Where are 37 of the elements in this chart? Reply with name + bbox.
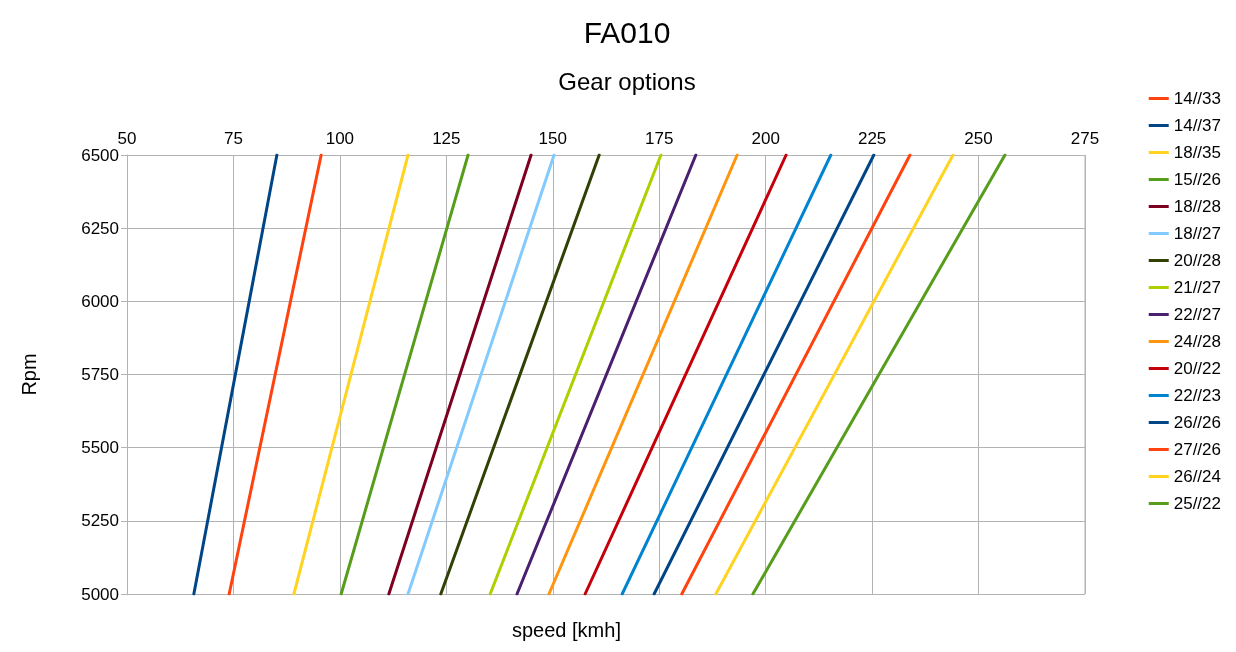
legend-label: 26//24 (1173, 467, 1221, 486)
y-tick-label: 5500 (81, 438, 119, 458)
x-tick-label: 125 (432, 129, 461, 148)
y-tick-label: 5250 (81, 511, 119, 531)
legend-label: 14//33 (1173, 89, 1221, 108)
legend-label: 22//23 (1173, 386, 1221, 405)
legend-label: 20//22 (1173, 359, 1221, 378)
legend-label: 21//27 (1173, 278, 1221, 297)
legend-label: 15//26 (1173, 170, 1221, 189)
legend-label: 20//28 (1173, 251, 1221, 270)
chart-subtitle: Gear options (558, 67, 696, 95)
legend-label: 18//27 (1173, 224, 1221, 243)
y-tick-label: 6500 (81, 145, 119, 165)
x-tick-label: 75 (223, 129, 243, 148)
x-tick-label: 275 (1070, 129, 1100, 148)
legend-label: 22//27 (1173, 305, 1221, 324)
chart-title: FA010 (583, 15, 671, 49)
legend-label: 24//28 (1173, 332, 1221, 351)
x-tick-label: 225 (857, 129, 887, 148)
y-tick-label: 5000 (81, 584, 119, 604)
x-tick-label: 150 (538, 129, 567, 148)
y-tick-label: 6250 (81, 218, 119, 238)
y-tick-label: 5750 (81, 365, 119, 384)
x-tick-label: 175 (645, 129, 674, 148)
y-axis-title: Rpm (18, 353, 40, 396)
x-tick-label: 50 (117, 129, 137, 148)
y-tick-label: 6000 (81, 291, 119, 311)
legend-label: 18//28 (1173, 197, 1221, 216)
x-tick-label: 200 (751, 129, 780, 148)
x-tick-label: 100 (325, 129, 355, 148)
legend-label: 27//26 (1173, 440, 1221, 459)
legend-label: 18//35 (1173, 143, 1221, 162)
x-axis-title: speed [kmh] (512, 619, 621, 641)
x-tick-label: 250 (964, 129, 993, 148)
legend-label: 26//26 (1173, 413, 1221, 432)
legend-label: 25//22 (1173, 494, 1221, 513)
legend-label: 14//37 (1173, 116, 1221, 135)
